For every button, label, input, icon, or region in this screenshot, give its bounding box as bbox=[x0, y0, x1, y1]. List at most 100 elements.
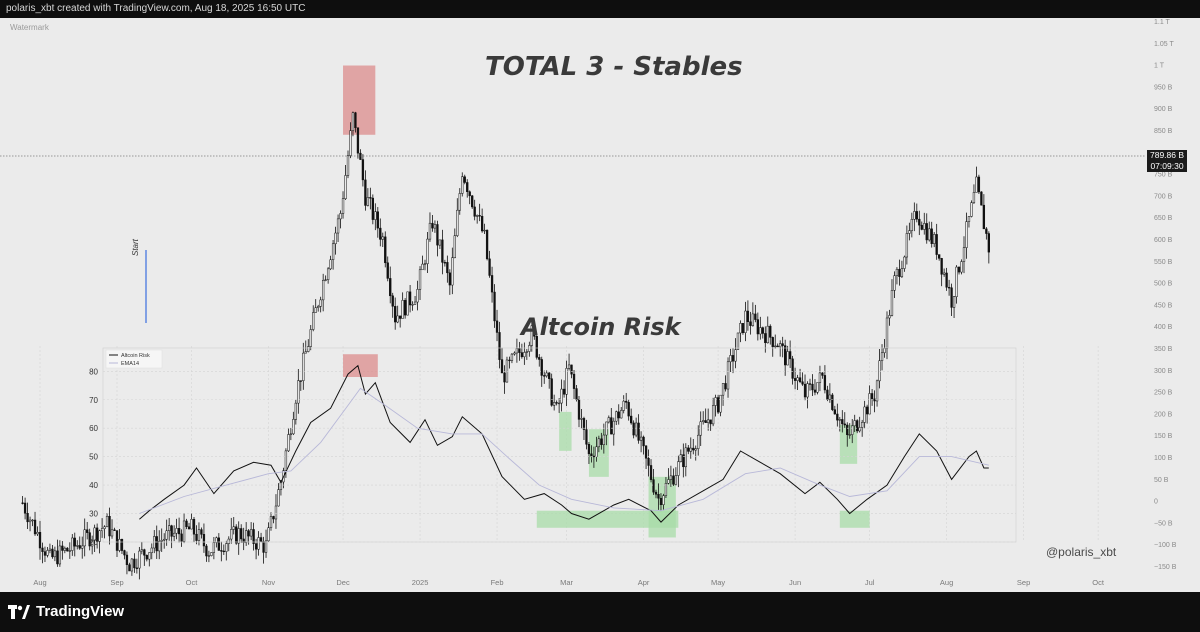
candle-body bbox=[726, 361, 730, 390]
risk-tick-label: 70 bbox=[89, 396, 98, 405]
candle-body bbox=[438, 239, 442, 246]
time-tick-label: Jun bbox=[789, 578, 801, 587]
candle-body bbox=[361, 159, 365, 181]
candle-body bbox=[222, 550, 225, 553]
candle-body bbox=[702, 420, 705, 423]
candle-body bbox=[898, 268, 901, 277]
candle-body bbox=[870, 393, 874, 400]
candle-body bbox=[679, 454, 682, 462]
candle-body bbox=[533, 325, 536, 337]
candle-body bbox=[861, 422, 864, 428]
candle-body bbox=[98, 530, 101, 542]
candle-body bbox=[724, 383, 727, 390]
candle-body bbox=[326, 268, 330, 280]
risk-tick-label: 40 bbox=[89, 481, 98, 490]
candle-body bbox=[307, 346, 310, 352]
candle-body bbox=[734, 349, 737, 362]
candle-body bbox=[262, 541, 265, 553]
candle-body bbox=[493, 291, 496, 322]
bottom-bar bbox=[0, 592, 1200, 632]
time-axis[interactable]: Aug Sep Oct Nov Dec 2025 Feb Mar Apr May Jun Jul Aug… bbox=[33, 578, 1105, 587]
candle-body bbox=[557, 402, 561, 405]
candle-body bbox=[868, 393, 871, 415]
price-tick-label: 900 B bbox=[1154, 106, 1173, 113]
candle-body bbox=[933, 234, 936, 244]
candle-body bbox=[23, 502, 27, 514]
candle-body bbox=[920, 224, 923, 230]
candle-body bbox=[485, 229, 489, 260]
candle-body bbox=[952, 296, 956, 308]
candle-body bbox=[41, 547, 44, 552]
time-tick-label: Apr bbox=[638, 578, 650, 587]
candle-body bbox=[110, 529, 114, 537]
candle-body bbox=[786, 351, 789, 366]
candle-body bbox=[543, 375, 546, 377]
candle-body bbox=[329, 259, 332, 270]
candle-body bbox=[550, 378, 553, 406]
candle-body bbox=[858, 427, 861, 432]
candle-body bbox=[428, 222, 432, 240]
candle-body bbox=[215, 537, 218, 543]
candle-body bbox=[751, 313, 755, 326]
candle-body bbox=[237, 528, 240, 544]
candle-body bbox=[175, 528, 178, 534]
candle-body bbox=[918, 218, 921, 226]
candle-body bbox=[659, 497, 663, 505]
candle-body bbox=[232, 526, 235, 530]
candle-body bbox=[565, 368, 568, 395]
candle-body bbox=[806, 383, 809, 398]
candle-body bbox=[620, 410, 623, 419]
candle-body bbox=[83, 529, 86, 547]
candle-body bbox=[490, 275, 494, 293]
candle-body bbox=[264, 540, 268, 553]
candle-body bbox=[138, 550, 141, 569]
legend-entry: Altcoin Risk bbox=[121, 353, 150, 359]
candle-body bbox=[538, 357, 541, 360]
candle-body bbox=[488, 258, 491, 276]
time-tick-label: Dec bbox=[336, 578, 350, 587]
price-tick-label: −50 B bbox=[1154, 520, 1173, 527]
candle-body bbox=[269, 516, 273, 528]
risk-title: Altcoin Risk bbox=[521, 313, 681, 341]
candle-body bbox=[192, 519, 196, 535]
candle-body bbox=[190, 519, 193, 530]
candle-body bbox=[344, 175, 347, 199]
candle-body bbox=[637, 422, 640, 441]
candle-body bbox=[150, 547, 153, 553]
price-tick-label: 450 B bbox=[1154, 302, 1173, 309]
candle-body bbox=[833, 409, 836, 415]
legend-box bbox=[105, 349, 163, 369]
candle-body bbox=[240, 528, 243, 540]
candle-body bbox=[463, 176, 466, 183]
candle-body bbox=[212, 542, 216, 553]
candle-body bbox=[913, 211, 916, 220]
candle-body bbox=[426, 238, 429, 264]
time-tick-label: 2025 bbox=[412, 578, 429, 587]
candle-body bbox=[667, 479, 670, 484]
candle-body bbox=[274, 505, 278, 520]
candle-body bbox=[779, 343, 782, 348]
candle-body bbox=[416, 289, 419, 303]
candle-body bbox=[851, 425, 854, 435]
candle-body bbox=[411, 304, 414, 306]
candle-body bbox=[120, 539, 124, 551]
time-tick-label: Sep bbox=[1017, 578, 1030, 587]
candle-body bbox=[987, 233, 990, 253]
candle-body bbox=[272, 516, 275, 520]
candle-body bbox=[177, 528, 181, 535]
candle-body bbox=[553, 402, 556, 406]
candle-body bbox=[322, 279, 325, 301]
candle-body bbox=[309, 329, 312, 347]
candle-body bbox=[210, 552, 213, 556]
candle-body bbox=[841, 419, 844, 425]
candle-body bbox=[880, 352, 884, 361]
candle-body bbox=[423, 263, 427, 265]
candle-body bbox=[930, 228, 933, 244]
candle-body bbox=[687, 447, 690, 452]
candle-body bbox=[828, 394, 832, 400]
tradingview-logo[interactable]: TradingView bbox=[8, 603, 124, 620]
candle-body bbox=[821, 372, 824, 376]
